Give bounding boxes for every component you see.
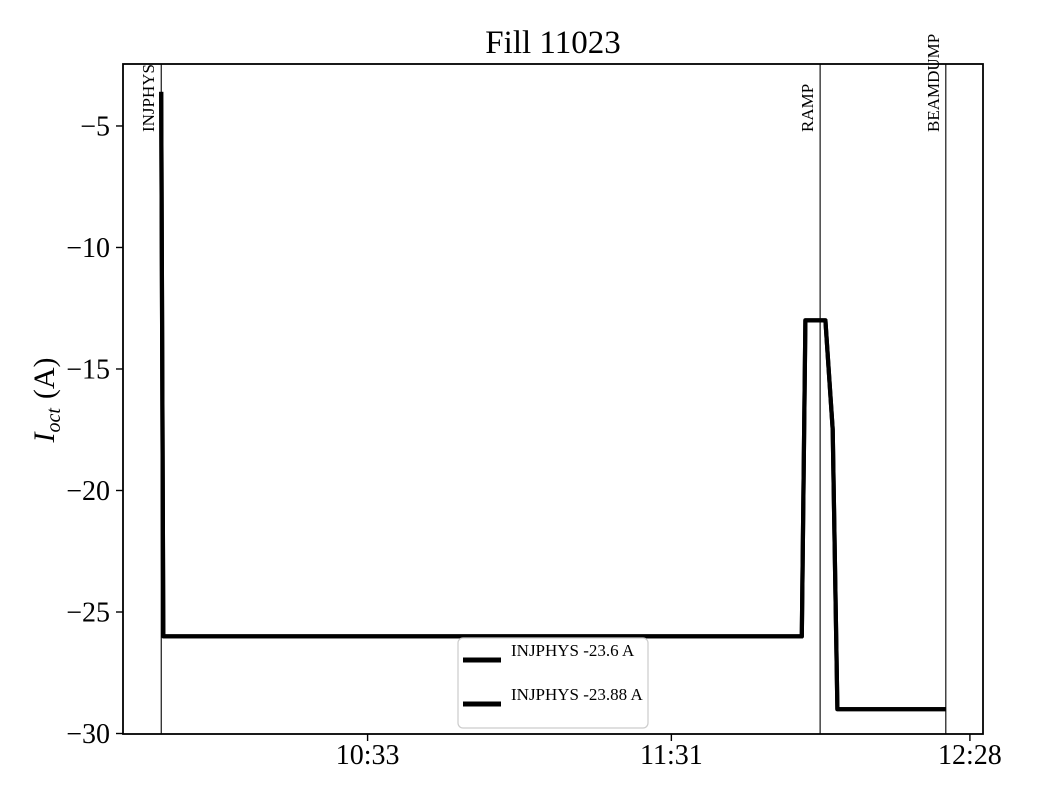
y-tick-label: −15: [66, 354, 110, 385]
x-tick-label: 10:33: [336, 740, 400, 771]
y-axis-label-subscript: oct: [43, 408, 65, 433]
x-tick-label: 11:31: [640, 740, 703, 771]
chart-title: Fill 11023: [485, 25, 621, 61]
event-label-beamdump: BEAMDUMP: [924, 34, 943, 132]
data-series-line-2: [159, 91, 946, 712]
y-axis-label: Ioct (A): [28, 357, 65, 443]
y-axis-label-unit: (A): [28, 357, 61, 400]
y-tick-label: −10: [66, 233, 110, 264]
data-series-line-1: [159, 91, 946, 712]
event-label-ramp: RAMP: [798, 84, 817, 132]
y-tick-label: −30: [66, 719, 110, 750]
legend-box: [457, 637, 649, 729]
y-tick-label: −25: [66, 598, 110, 629]
y-axis-label-symbol: I: [28, 432, 61, 443]
legend-label: INJPHYS -23.88 A: [511, 685, 643, 704]
event-label-injphys: INJPHYS: [139, 64, 158, 132]
plot-border: [122, 63, 984, 735]
y-tick-label: −5: [80, 111, 110, 142]
y-tick-label: −20: [66, 476, 110, 507]
legend-label: INJPHYS -23.6 A: [511, 641, 635, 660]
x-tick-label: 12:28: [938, 740, 1002, 771]
